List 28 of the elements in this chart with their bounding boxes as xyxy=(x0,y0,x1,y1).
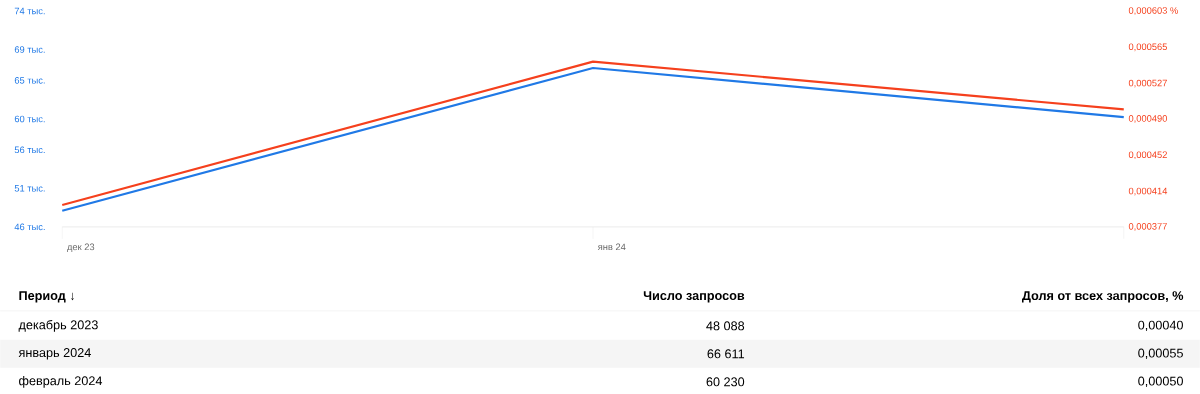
text: Доля от всех запросов, % xyxy=(1022,291,1184,303)
text: январь 2024 xyxy=(18,348,91,360)
y2-tick-label: 0,000490 xyxy=(1128,115,1168,123)
y2-tick-label: 0,000603 % xyxy=(1128,7,1178,15)
text: 48 088 xyxy=(706,321,745,331)
x-tick-label: дек 23 xyxy=(67,243,95,253)
x-tick-label: янв 24 xyxy=(597,243,626,251)
text: Период ↓ xyxy=(19,291,74,303)
text: февраль 2024 xyxy=(19,376,103,388)
y-tick-label: 60 тыс. xyxy=(14,115,45,123)
y-tick-label: 51 тыс. xyxy=(14,185,45,192)
y2-tick-label: 0,000414 xyxy=(1128,187,1168,196)
y2-tick-label: 0,000527 xyxy=(1128,79,1167,88)
y2-tick-label: 0,000377 xyxy=(1128,223,1167,231)
y-tick-label: 56 тыс. xyxy=(14,146,45,154)
text: Число запросов xyxy=(643,291,745,303)
y2-tick-label: 0,000565 xyxy=(1128,43,1167,52)
text: 66 611 xyxy=(707,349,745,359)
y2-tick-label: 0,000452 xyxy=(1128,151,1167,160)
text: 0,00040 xyxy=(1138,320,1183,332)
text: 0,00055 xyxy=(1138,348,1183,360)
text: 60 230 xyxy=(706,377,745,387)
y-tick-label: 46 тыс. xyxy=(14,223,45,231)
text: декабрь 2023 xyxy=(18,319,98,332)
y-tick-label: 65 тыс. xyxy=(14,77,45,84)
y-tick-label: 74 тыс. xyxy=(14,7,45,15)
y-tick-label: 69 тыс. xyxy=(14,46,45,53)
text: 0,00050 xyxy=(1138,376,1183,388)
